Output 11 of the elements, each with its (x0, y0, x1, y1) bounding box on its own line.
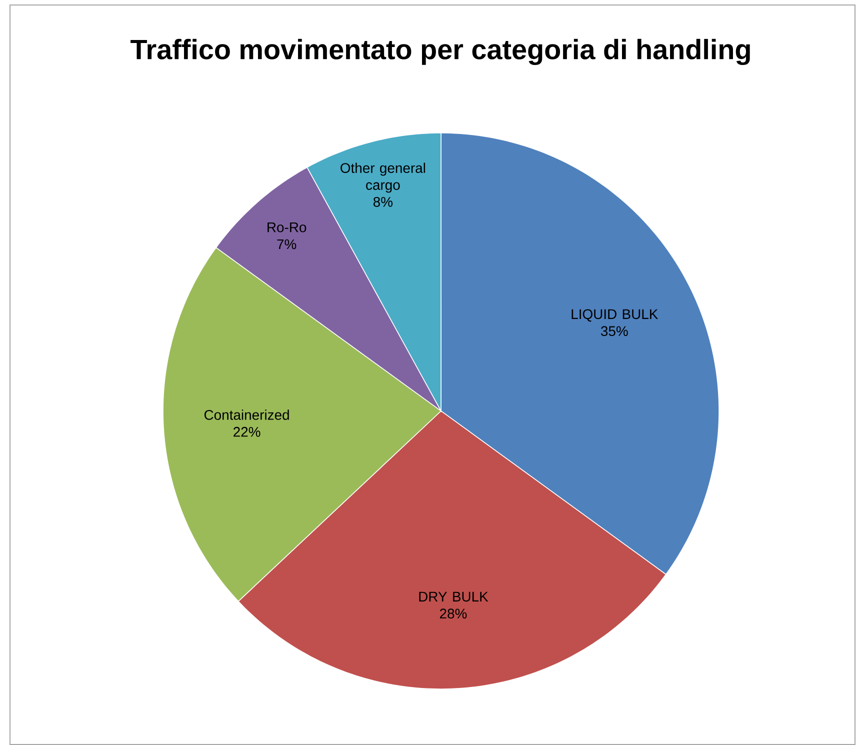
slice-label: Containerized (204, 410, 289, 420)
data-label: 8% (373, 196, 393, 207)
slice-label: Other general cargo (340, 162, 426, 193)
data-label: 7% (277, 239, 296, 250)
slice-label: DRY BULK (419, 592, 488, 602)
slice-label: Ro-Ro (268, 222, 306, 232)
data-label: 35% (600, 326, 628, 336)
data-label: 28% (440, 608, 467, 619)
chart-title: Traffico movimentato per categoria di handling (130, 38, 750, 66)
data-label: 22% (234, 426, 260, 437)
slice-label: LIQUID BULK (572, 309, 658, 322)
